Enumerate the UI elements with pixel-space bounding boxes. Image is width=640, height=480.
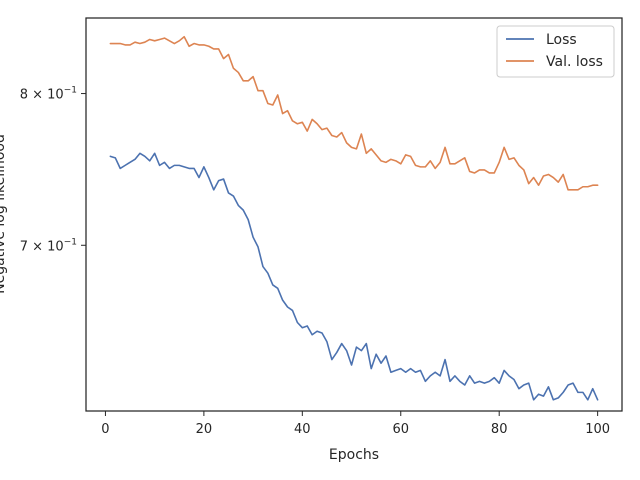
y-tick-label: 7 × 10−1: [20, 237, 77, 254]
x-tick-label: 40: [294, 422, 311, 437]
x-tick-label: 80: [491, 422, 508, 437]
x-tick-label: 60: [392, 422, 409, 437]
series-line-val-loss: [109, 35, 599, 191]
legend: Loss Val. loss: [496, 25, 615, 78]
y-tick-label: 8 × 10−1: [20, 86, 77, 103]
legend-label-val-loss: Val. loss: [546, 54, 603, 70]
y-axis-ticks: 7 × 10−1 8 × 10−1: [20, 86, 86, 254]
x-tick-label: 0: [101, 422, 109, 437]
y-axis-label: Negative log likelihood: [0, 134, 8, 294]
x-tick-label: 100: [585, 422, 610, 437]
plot-frame: [85, 17, 623, 412]
plot-lines: [109, 35, 599, 401]
x-axis-ticks: 0 20 40 60 80 100: [101, 411, 610, 437]
x-axis-label: Epochs: [329, 447, 379, 463]
series-line-loss: [109, 152, 599, 401]
x-tick-label: 20: [196, 422, 213, 437]
legend-label-loss: Loss: [546, 32, 577, 48]
